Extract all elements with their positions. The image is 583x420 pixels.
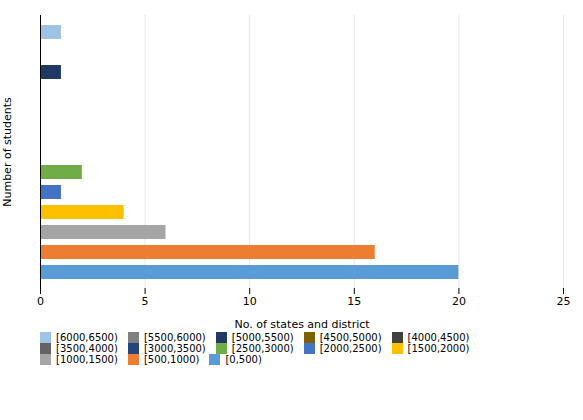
svg-text:5: 5 xyxy=(142,295,149,308)
svg-text:20: 20 xyxy=(452,295,466,308)
svg-text:No. of states and district: No. of states and district xyxy=(234,318,370,331)
html-text:[2000,2500): [2000,2500) xyxy=(319,343,382,354)
html-text:[4000,4500): [4000,4500) xyxy=(407,332,470,343)
svg-text:0: 0 xyxy=(37,295,44,308)
svg-text:15: 15 xyxy=(347,295,361,308)
html-text:[4500,5000): [4500,5000) xyxy=(319,332,382,343)
html-text:[3500,4000): [3500,4000) xyxy=(56,343,118,354)
svg-text:10: 10 xyxy=(243,295,257,308)
html-text:[500,1000): [500,1000) xyxy=(143,354,200,365)
html-text:[3000,3500): [3000,3500) xyxy=(143,343,206,354)
html-text:[0,500): [0,500) xyxy=(225,354,262,365)
html-text:[1000,1500): [1000,1500) xyxy=(56,354,118,365)
svg-text:25: 25 xyxy=(557,295,571,308)
svg-text:Number of students: Number of students xyxy=(1,97,14,207)
html-text:[2500,3000): [2500,3000) xyxy=(231,343,294,354)
html-text:[5000,5500): [5000,5500) xyxy=(231,332,294,343)
html-text:[5500,6000): [5500,6000) xyxy=(143,332,206,343)
html-text:[6000,6500): [6000,6500) xyxy=(56,332,118,343)
html-text:[1500,2000): [1500,2000) xyxy=(407,343,470,354)
